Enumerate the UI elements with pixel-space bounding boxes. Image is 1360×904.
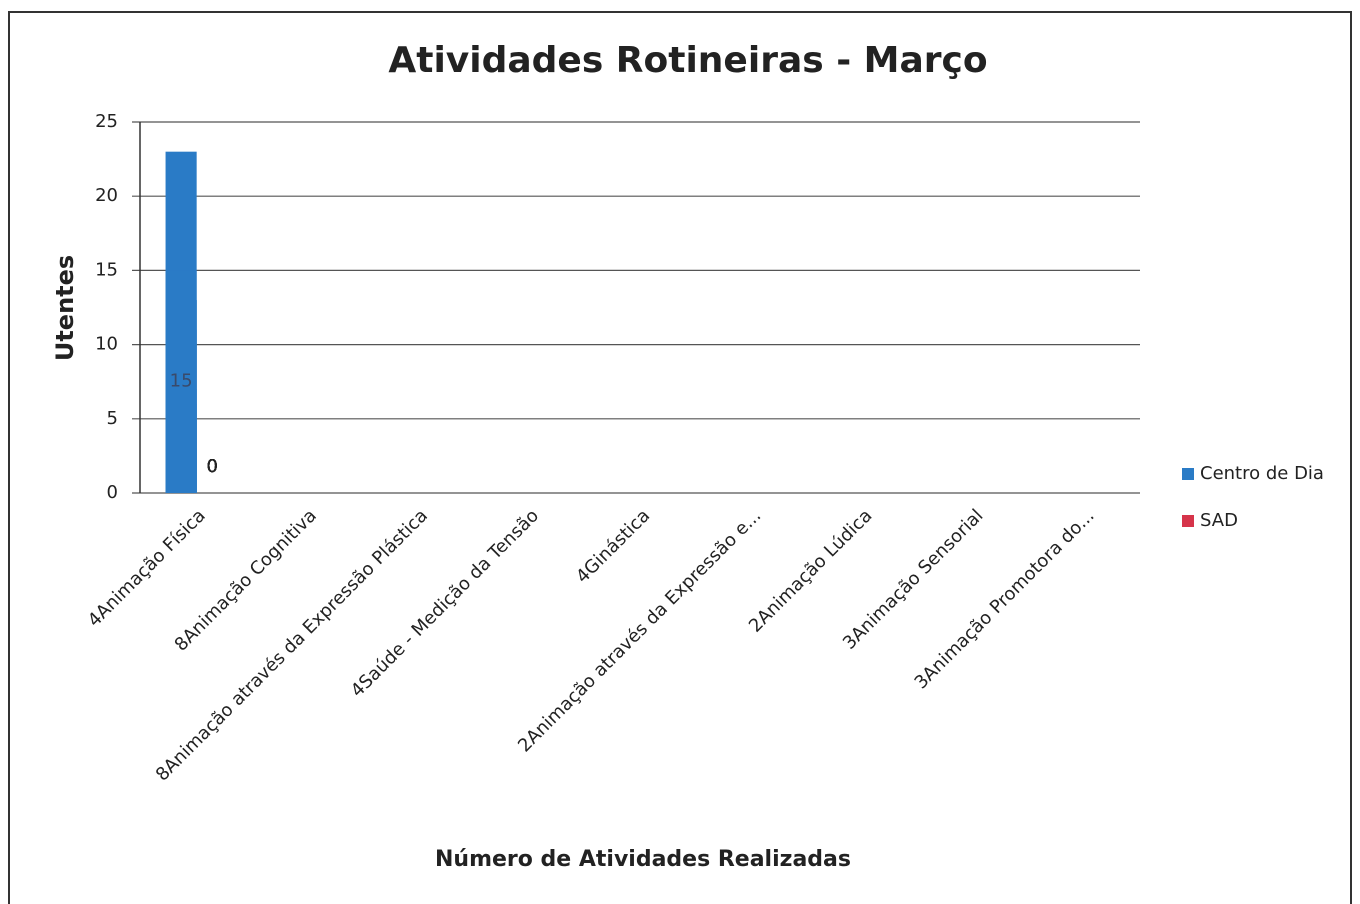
- data-label: 15: [170, 371, 193, 392]
- data-label: 0: [206, 456, 217, 477]
- data-label: 0: [206, 456, 217, 477]
- legend-swatch: [1182, 515, 1194, 527]
- data-label: 0: [206, 456, 217, 477]
- x-axis-title: Número de Atividades Realizadas: [435, 847, 851, 872]
- y-axis-title: Utentes: [51, 255, 79, 361]
- x-tick-label: 2Animação Lúdica: [745, 505, 876, 636]
- y-tick-label: 15: [95, 259, 118, 280]
- data-label: 0: [206, 456, 217, 477]
- legend-label: SAD: [1200, 510, 1238, 531]
- chart-border: [8, 11, 1352, 904]
- data-label: 0: [206, 456, 217, 477]
- data-label: 0: [206, 456, 217, 477]
- chart-title: Atividades Rotineiras - Março: [388, 40, 987, 81]
- bar: [165, 270, 197, 493]
- x-tick-label: 4Saúde - Medição da Tensão: [347, 505, 543, 701]
- y-tick-label: 5: [107, 408, 118, 429]
- data-label: 0: [206, 456, 217, 477]
- x-tick-label: 3Animação Promotora do...: [911, 505, 1099, 693]
- y-tick-label: 10: [95, 334, 118, 355]
- legend-label: Centro de Dia: [1200, 463, 1324, 484]
- x-tick-label: 4Ginástica: [572, 505, 654, 587]
- x-tick-label: 4Animação Física: [84, 505, 210, 631]
- data-label: 0: [206, 456, 217, 477]
- y-tick-label: 25: [95, 111, 118, 132]
- y-tick-label: 0: [107, 482, 118, 503]
- x-tick-label: 2Animação através da Expressão e...: [514, 505, 765, 756]
- legend-swatch: [1182, 468, 1194, 480]
- y-tick-label: 20: [95, 185, 118, 206]
- data-label: 0: [206, 456, 217, 477]
